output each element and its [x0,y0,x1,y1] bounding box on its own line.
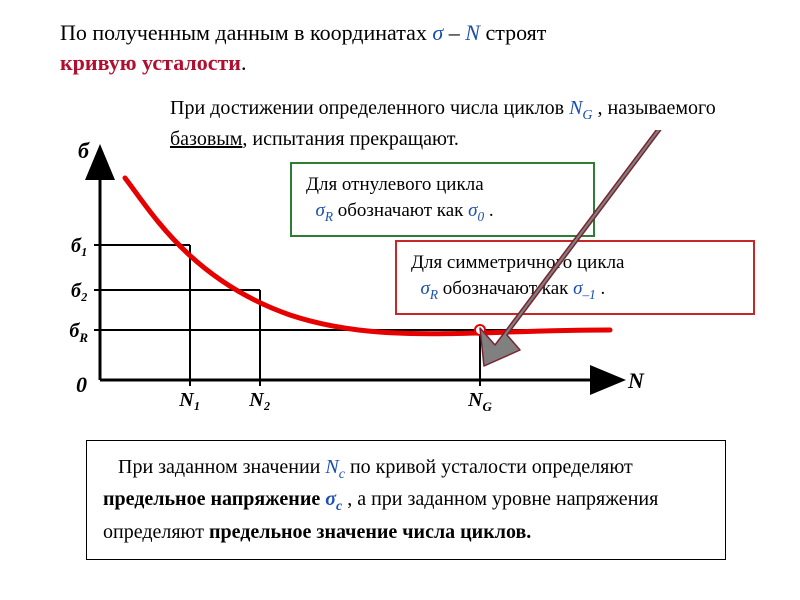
bb-nc: N [325,456,338,478]
svg-text:NG: NG [467,389,492,414]
intro-dash: – [449,20,466,45]
svg-text:б: б [78,138,90,163]
bb-sigc: σ [325,488,336,510]
bb-b2: предельное значение числа циклов [209,521,526,543]
intro-dot: . [241,50,247,75]
svg-text:б₂: б₂ [71,280,88,302]
fatigue-curve-chart: б N 0 б₁ б₂ бR N₁ N₂ NG [40,130,680,420]
intro-post: строят [485,20,546,45]
bottom-summary-box: При заданном значении Nc по кривой устал… [86,440,726,560]
bb-b1: предельное напряжение [103,488,325,510]
svg-text:бR: бR [69,320,88,345]
p2-ng: N [569,97,582,119]
intro-text: По полученным данным в координатах σ – N… [60,18,600,77]
intro-n: N [465,20,480,45]
bb-t1: по кривой усталости определяют [345,456,633,478]
p2-mid: , называемого [593,97,716,119]
svg-text:N₁: N₁ [178,389,200,411]
p2-pre: При достижении определенного числа цикло… [170,97,569,119]
p2-ngsub: G [582,108,592,123]
svg-text:N: N [627,368,645,393]
chart-svg: б N 0 б₁ б₂ бR N₁ N₂ NG [40,130,680,420]
intro-sigma: σ [432,20,443,45]
intro-term: кривую усталости [60,50,241,75]
bb-dot: . [526,521,531,543]
bb-ind: При заданном значении [103,456,325,478]
svg-text:б₁: б₁ [71,235,88,257]
intro-pre: По полученным данным в координатах [60,20,432,45]
svg-text:0: 0 [76,372,87,397]
svg-text:N₂: N₂ [248,389,270,411]
